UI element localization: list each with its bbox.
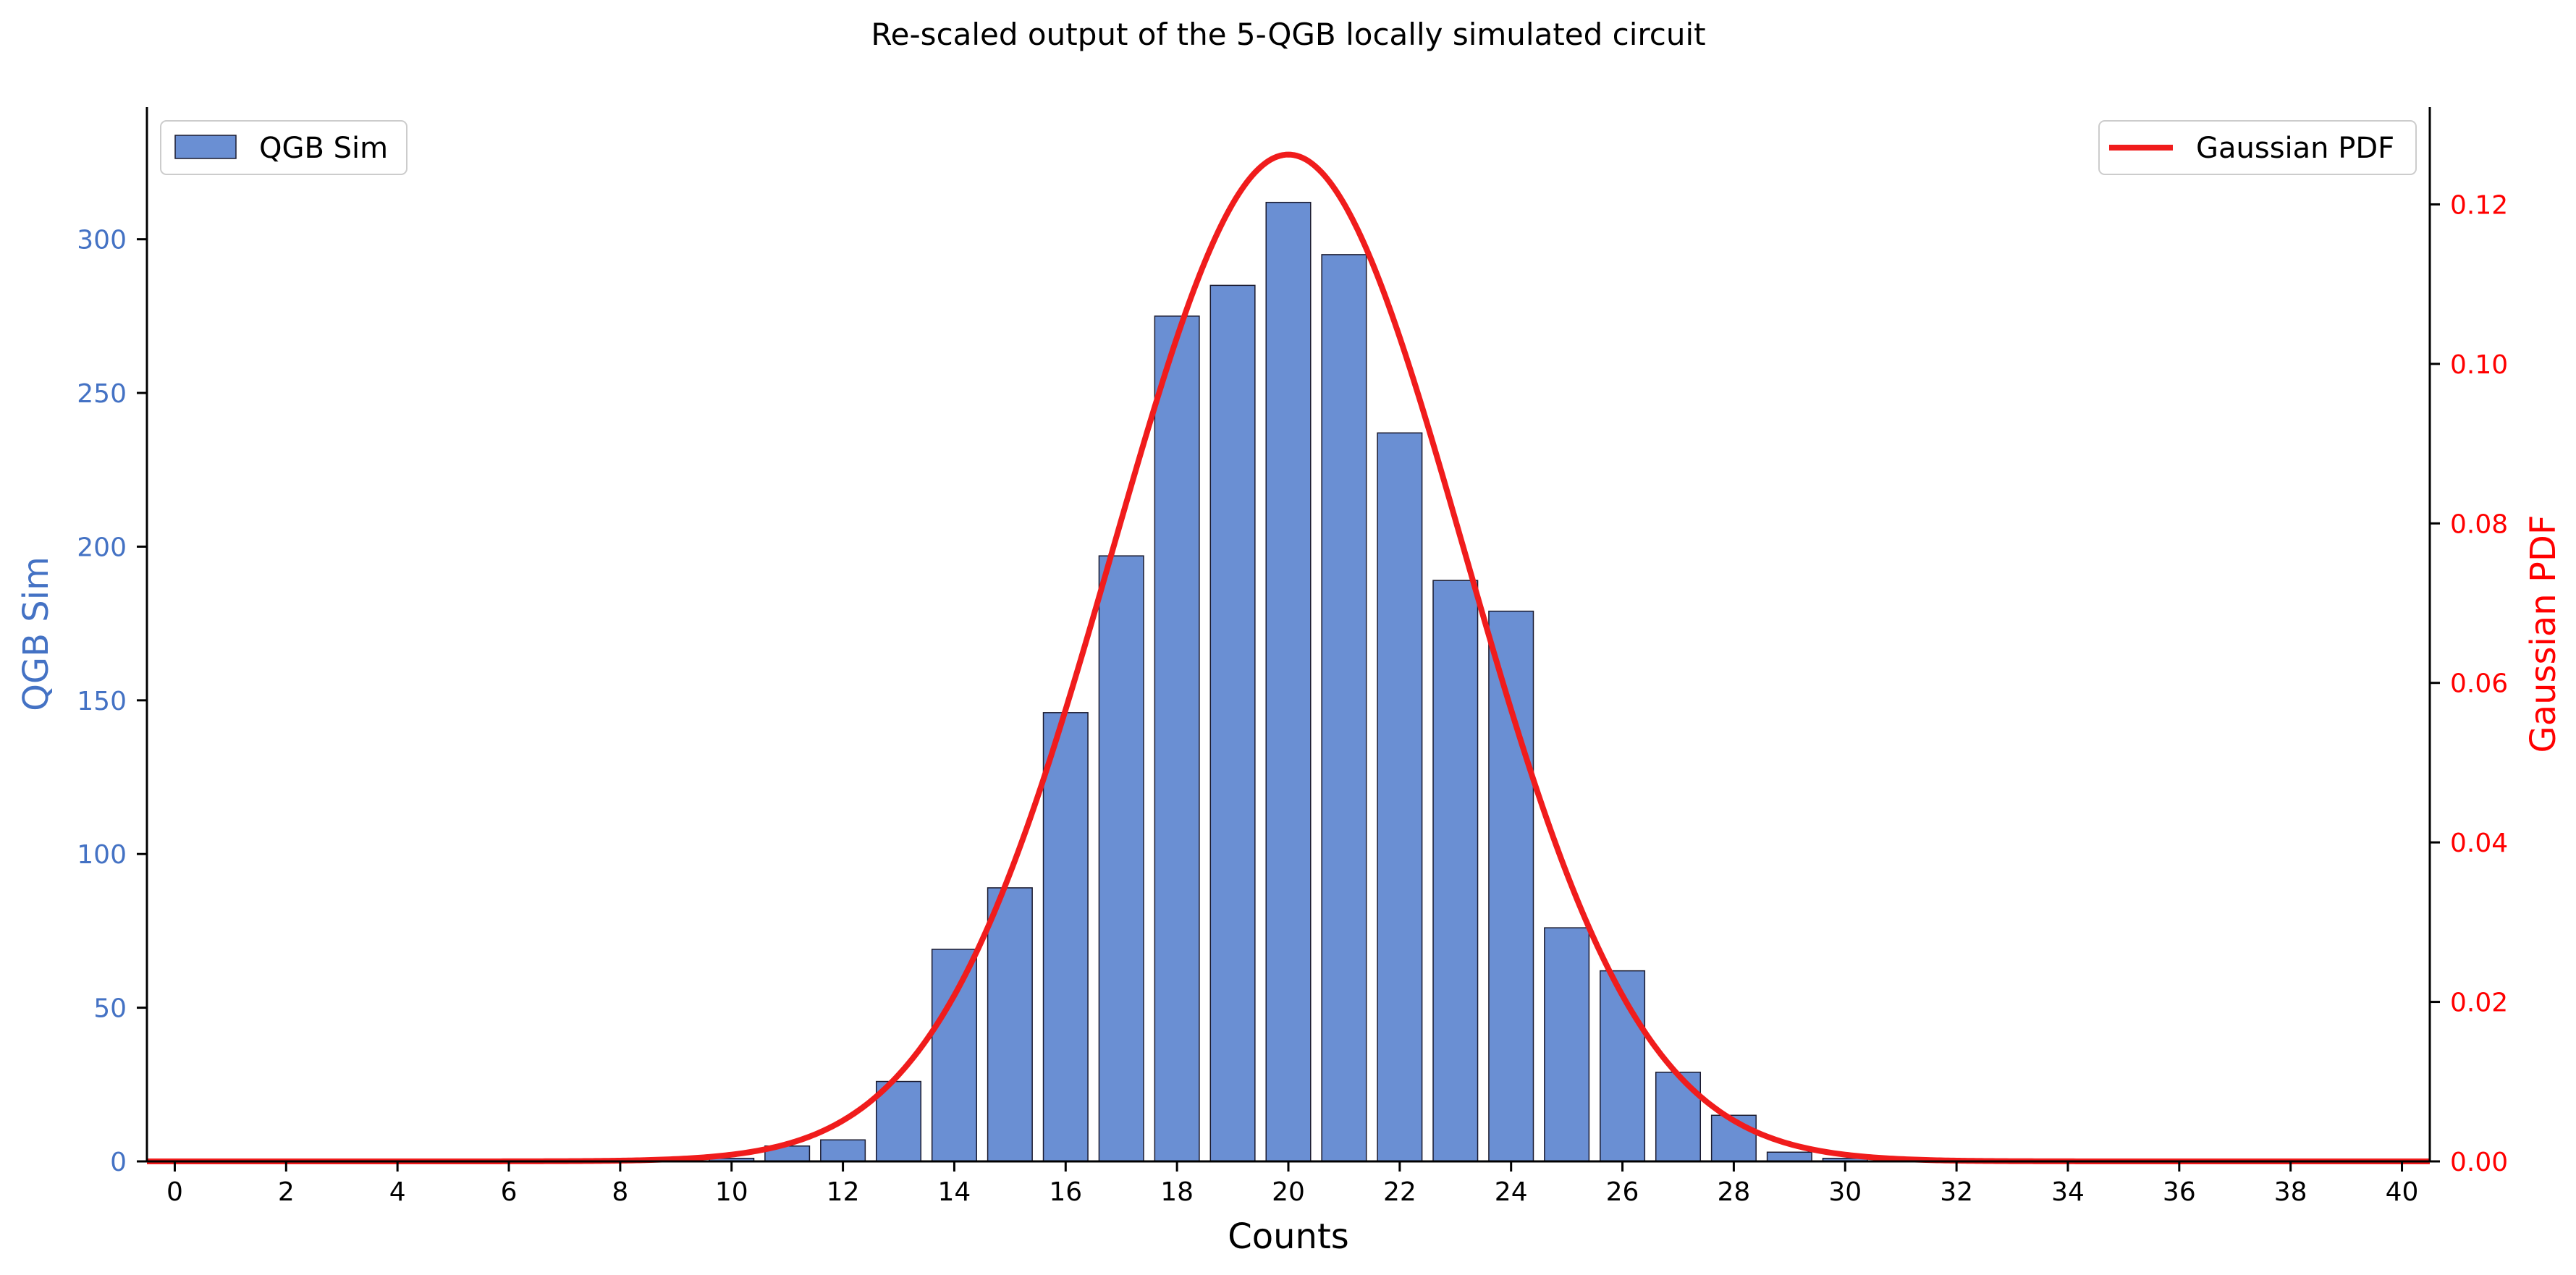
y-right-tick-label-0.04: 0.04: [2450, 829, 2508, 858]
x-tick-label-34: 34: [2051, 1177, 2085, 1207]
y-axis-left-label: QGB Sim: [16, 556, 56, 711]
bar-16: [1042, 712, 1089, 1162]
bar-14: [931, 949, 977, 1162]
x-ticks: 0 2 4 6 8 10 12 14 16 18 20 22 24 26 28 30 32 34 36 38 40: [166, 1161, 2418, 1207]
legend-right-box: [2098, 120, 2417, 175]
y-axis-right-label: Gaussian PDF: [2523, 515, 2564, 753]
x-tick-label-38: 38: [2274, 1177, 2307, 1207]
y-right-tick-label-0.02: 0.02: [2450, 988, 2508, 1018]
x-tick-label-4: 4: [389, 1177, 406, 1207]
legend-left-label: QGB Sim: [259, 132, 388, 165]
bar-20: [1265, 201, 1312, 1162]
bar-13: [875, 1080, 922, 1162]
x-tick-label-40: 40: [2386, 1177, 2419, 1207]
x-axis-label: Counts: [1228, 1216, 1349, 1257]
legend-left-swatch: [174, 135, 237, 159]
bar-24: [1488, 610, 1534, 1162]
x-tick-label-12: 12: [827, 1177, 860, 1207]
bar-17: [1098, 555, 1144, 1162]
y-left-tick-label-50: 50: [93, 994, 127, 1024]
legend-left-box: [160, 120, 407, 175]
y-left-tick-label-0: 0: [110, 1148, 127, 1177]
y-left-tick-label-100: 100: [77, 840, 127, 870]
y-right-ticks: 0.00 0.02 0.04 0.06 0.08 0.10 0.12: [2430, 190, 2508, 1177]
x-tick-label-6: 6: [501, 1177, 518, 1207]
y-left-tick-label-200: 200: [77, 533, 127, 562]
bar-22: [1377, 432, 1423, 1162]
bar-23: [1432, 580, 1479, 1162]
x-tick-label-36: 36: [2163, 1177, 2196, 1207]
y-left-ticks: 0 50 100 150 200 250 300: [77, 226, 147, 1177]
bar-18: [1154, 315, 1200, 1162]
y-left-tick-label-300: 300: [77, 226, 127, 255]
x-tick-label-32: 32: [1940, 1177, 1973, 1207]
y-left-tick-label-150: 150: [77, 687, 127, 716]
x-tick-label-30: 30: [1828, 1177, 1862, 1207]
legend-right: Gaussian PDF: [2098, 120, 2417, 175]
bar-12: [820, 1139, 866, 1162]
bar-29: [1766, 1151, 1812, 1162]
x-tick-label-8: 8: [612, 1177, 628, 1207]
bars-group: [709, 201, 1868, 1162]
bar-21: [1321, 254, 1367, 1162]
y-right-tick-label-0.00: 0.00: [2450, 1148, 2508, 1177]
y-right-tick-label-0.08: 0.08: [2450, 509, 2508, 539]
x-tick-label-28: 28: [1718, 1177, 1751, 1207]
bar-15: [987, 887, 1033, 1162]
x-tick-label-2: 2: [278, 1177, 295, 1207]
x-tick-label-14: 14: [938, 1177, 971, 1207]
x-tick-label-24: 24: [1495, 1177, 1528, 1207]
chart-title: Re-scaled output of the 5-QGB locally si…: [871, 17, 1705, 52]
y-right-tick-label-0.06: 0.06: [2450, 669, 2508, 699]
legend-right-label: Gaussian PDF: [2196, 132, 2394, 165]
y-right-tick-label-0.12: 0.12: [2450, 190, 2508, 220]
x-tick-label-18: 18: [1160, 1177, 1194, 1207]
x-tick-label-26: 26: [1606, 1177, 1639, 1207]
x-tick-label-22: 22: [1383, 1177, 1416, 1207]
x-tick-label-0: 0: [166, 1177, 183, 1207]
bar-27: [1655, 1072, 1702, 1162]
y-right-tick-label-0.10: 0.10: [2450, 350, 2508, 380]
bar-26: [1600, 970, 1646, 1162]
x-tick-label-10: 10: [715, 1177, 748, 1207]
y-left-tick-label-250: 250: [77, 379, 127, 409]
bar-25: [1544, 927, 1590, 1162]
bar-19: [1209, 284, 1256, 1162]
x-tick-label-16: 16: [1049, 1177, 1082, 1207]
legend-left: QGB Sim: [160, 120, 407, 175]
x-tick-label-20: 20: [1272, 1177, 1305, 1207]
